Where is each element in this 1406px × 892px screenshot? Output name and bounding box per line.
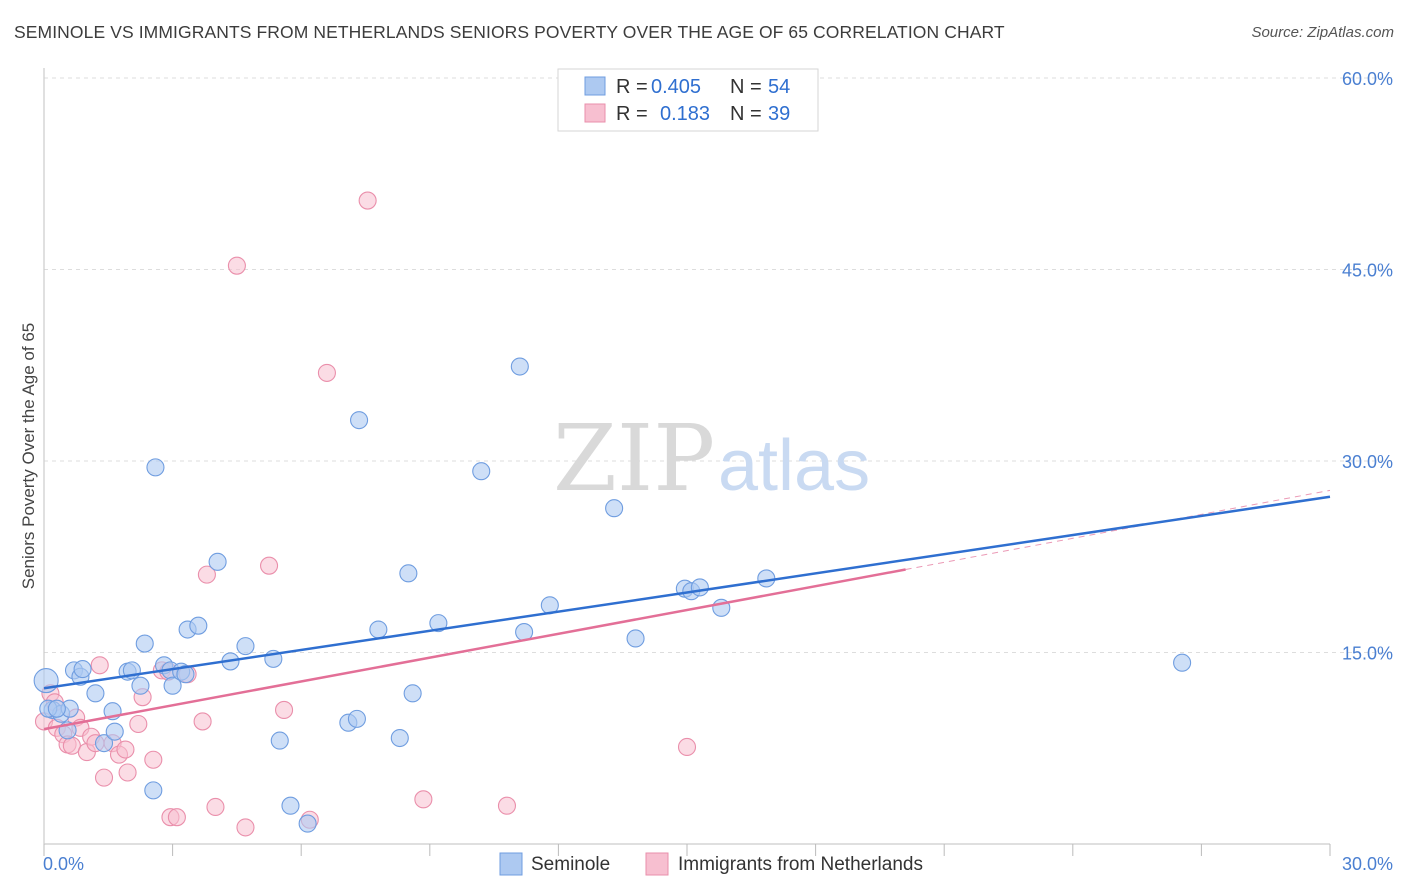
netherlands-point-36 <box>497 796 517 815</box>
netherlands-point-6 <box>62 736 81 755</box>
trend-lines <box>43 489 1331 731</box>
seminole-point-14 <box>131 676 150 695</box>
seminole-point-7 <box>73 660 92 679</box>
netherlands-point-17 <box>118 763 137 782</box>
series-netherlands-points <box>34 191 697 837</box>
seminole-point-31 <box>298 814 317 833</box>
x-tick-label-0: 0.0% <box>43 854 84 874</box>
netherlands-point-23 <box>167 808 186 827</box>
seminole-point-51 <box>1173 653 1192 672</box>
watermark: ZIP atlas <box>553 405 870 512</box>
watermark-zip: ZIP <box>553 405 715 512</box>
netherlands-point-28 <box>227 256 246 275</box>
source-label: Source: ZipAtlas.com <box>1251 24 1394 41</box>
y-tick-label-0: 15.0% <box>1342 644 1393 664</box>
netherlands-point-18 <box>129 714 148 734</box>
bottom-legend: Seminole Immigrants from Netherlands <box>499 852 923 876</box>
seminole-point-22 <box>176 665 195 684</box>
grid-lines <box>44 77 1392 653</box>
legend-n-label-seminole: N = <box>730 76 762 98</box>
bottom-legend-swatch-netherlands <box>645 852 669 876</box>
seminole-point-25 <box>208 552 227 571</box>
netherlands-point-35 <box>414 790 433 809</box>
netherlands-point-27 <box>206 797 225 817</box>
legend-n-label-netherlands: N = <box>730 103 762 125</box>
x-tick-label-1: 30.0% <box>1342 854 1393 874</box>
seminole-point-53 <box>47 699 66 718</box>
seminole-point-17 <box>146 458 165 477</box>
x-tick-labels: 0.0% 30.0% <box>43 854 1393 874</box>
seminole-point-29 <box>270 731 289 750</box>
seminole-point-40 <box>472 462 491 481</box>
legend-swatch-seminole <box>584 76 606 96</box>
legend-r-value-seminole: 0.405 <box>651 76 701 98</box>
y-tick-label-3: 60.0% <box>1342 69 1393 89</box>
seminole-point-8 <box>86 684 105 703</box>
seminole-point-24 <box>189 616 208 635</box>
legend-swatch-netherlands <box>584 103 606 123</box>
netherlands-point-16 <box>116 740 135 759</box>
seminole-point-50 <box>757 569 776 588</box>
netherlands-point-26 <box>197 565 216 584</box>
seminole-point-16 <box>144 781 163 800</box>
seminole-point-35 <box>369 620 388 639</box>
legend-r-label-netherlands: R = <box>616 103 648 125</box>
seminole-point-15 <box>135 634 154 653</box>
seminole-point-45 <box>626 629 645 648</box>
seminole-point-27 <box>236 637 255 656</box>
netherlands-point-31 <box>275 700 294 720</box>
seminole-trend-line <box>43 495 1331 690</box>
seminole-point-33 <box>347 709 366 728</box>
y-tick-label-1: 30.0% <box>1342 452 1393 472</box>
seminole-point-39 <box>429 614 448 633</box>
netherlands-point-29 <box>236 818 255 837</box>
y-tick-label-2: 45.0% <box>1342 261 1393 281</box>
bottom-legend-label-seminole: Seminole <box>531 854 610 875</box>
legend-n-value-netherlands: 39 <box>768 103 790 125</box>
legend-r-value-netherlands: 0.183 <box>660 103 710 125</box>
netherlands-trend-line <box>43 568 906 731</box>
seminole-point-9 <box>94 734 114 753</box>
netherlands-trend-extension <box>905 489 1331 571</box>
seminole-point-20 <box>163 676 182 695</box>
legend-n-value-seminole: 54 <box>768 76 790 98</box>
netherlands-point-12 <box>90 656 109 675</box>
netherlands-point-37 <box>677 737 697 757</box>
seminole-point-36 <box>390 728 409 748</box>
netherlands-point-30 <box>259 556 279 575</box>
y-tick-labels: 15.0% 30.0% 45.0% 60.0% <box>1342 69 1393 664</box>
netherlands-point-25 <box>193 712 212 731</box>
seminole-point-48 <box>690 578 709 597</box>
watermark-atlas: atlas <box>718 426 870 506</box>
y-axis-label: Seniors Poverty Over the Age of 65 <box>19 323 38 589</box>
legend-r-label-seminole: R = <box>616 76 648 98</box>
seminole-point-30 <box>281 796 300 815</box>
legend-box: R = 0.405 N = 54 R = 0.183 N = 39 <box>557 68 819 132</box>
seminole-point-41 <box>510 357 529 376</box>
netherlands-point-33 <box>317 363 336 382</box>
seminole-point-38 <box>403 684 422 703</box>
seminole-point-11 <box>105 722 124 741</box>
seminole-point-44 <box>605 499 624 518</box>
netherlands-point-13 <box>94 768 114 787</box>
netherlands-point-34 <box>358 191 377 210</box>
seminole-point-34 <box>350 411 369 430</box>
bottom-legend-swatch-seminole <box>499 852 523 876</box>
bottom-legend-label-netherlands: Immigrants from Netherlands <box>678 854 923 875</box>
seminole-point-37 <box>399 564 418 583</box>
netherlands-point-20 <box>144 750 163 769</box>
chart-title: SEMINOLE VS IMMIGRANTS FROM NETHERLANDS … <box>14 22 1005 42</box>
